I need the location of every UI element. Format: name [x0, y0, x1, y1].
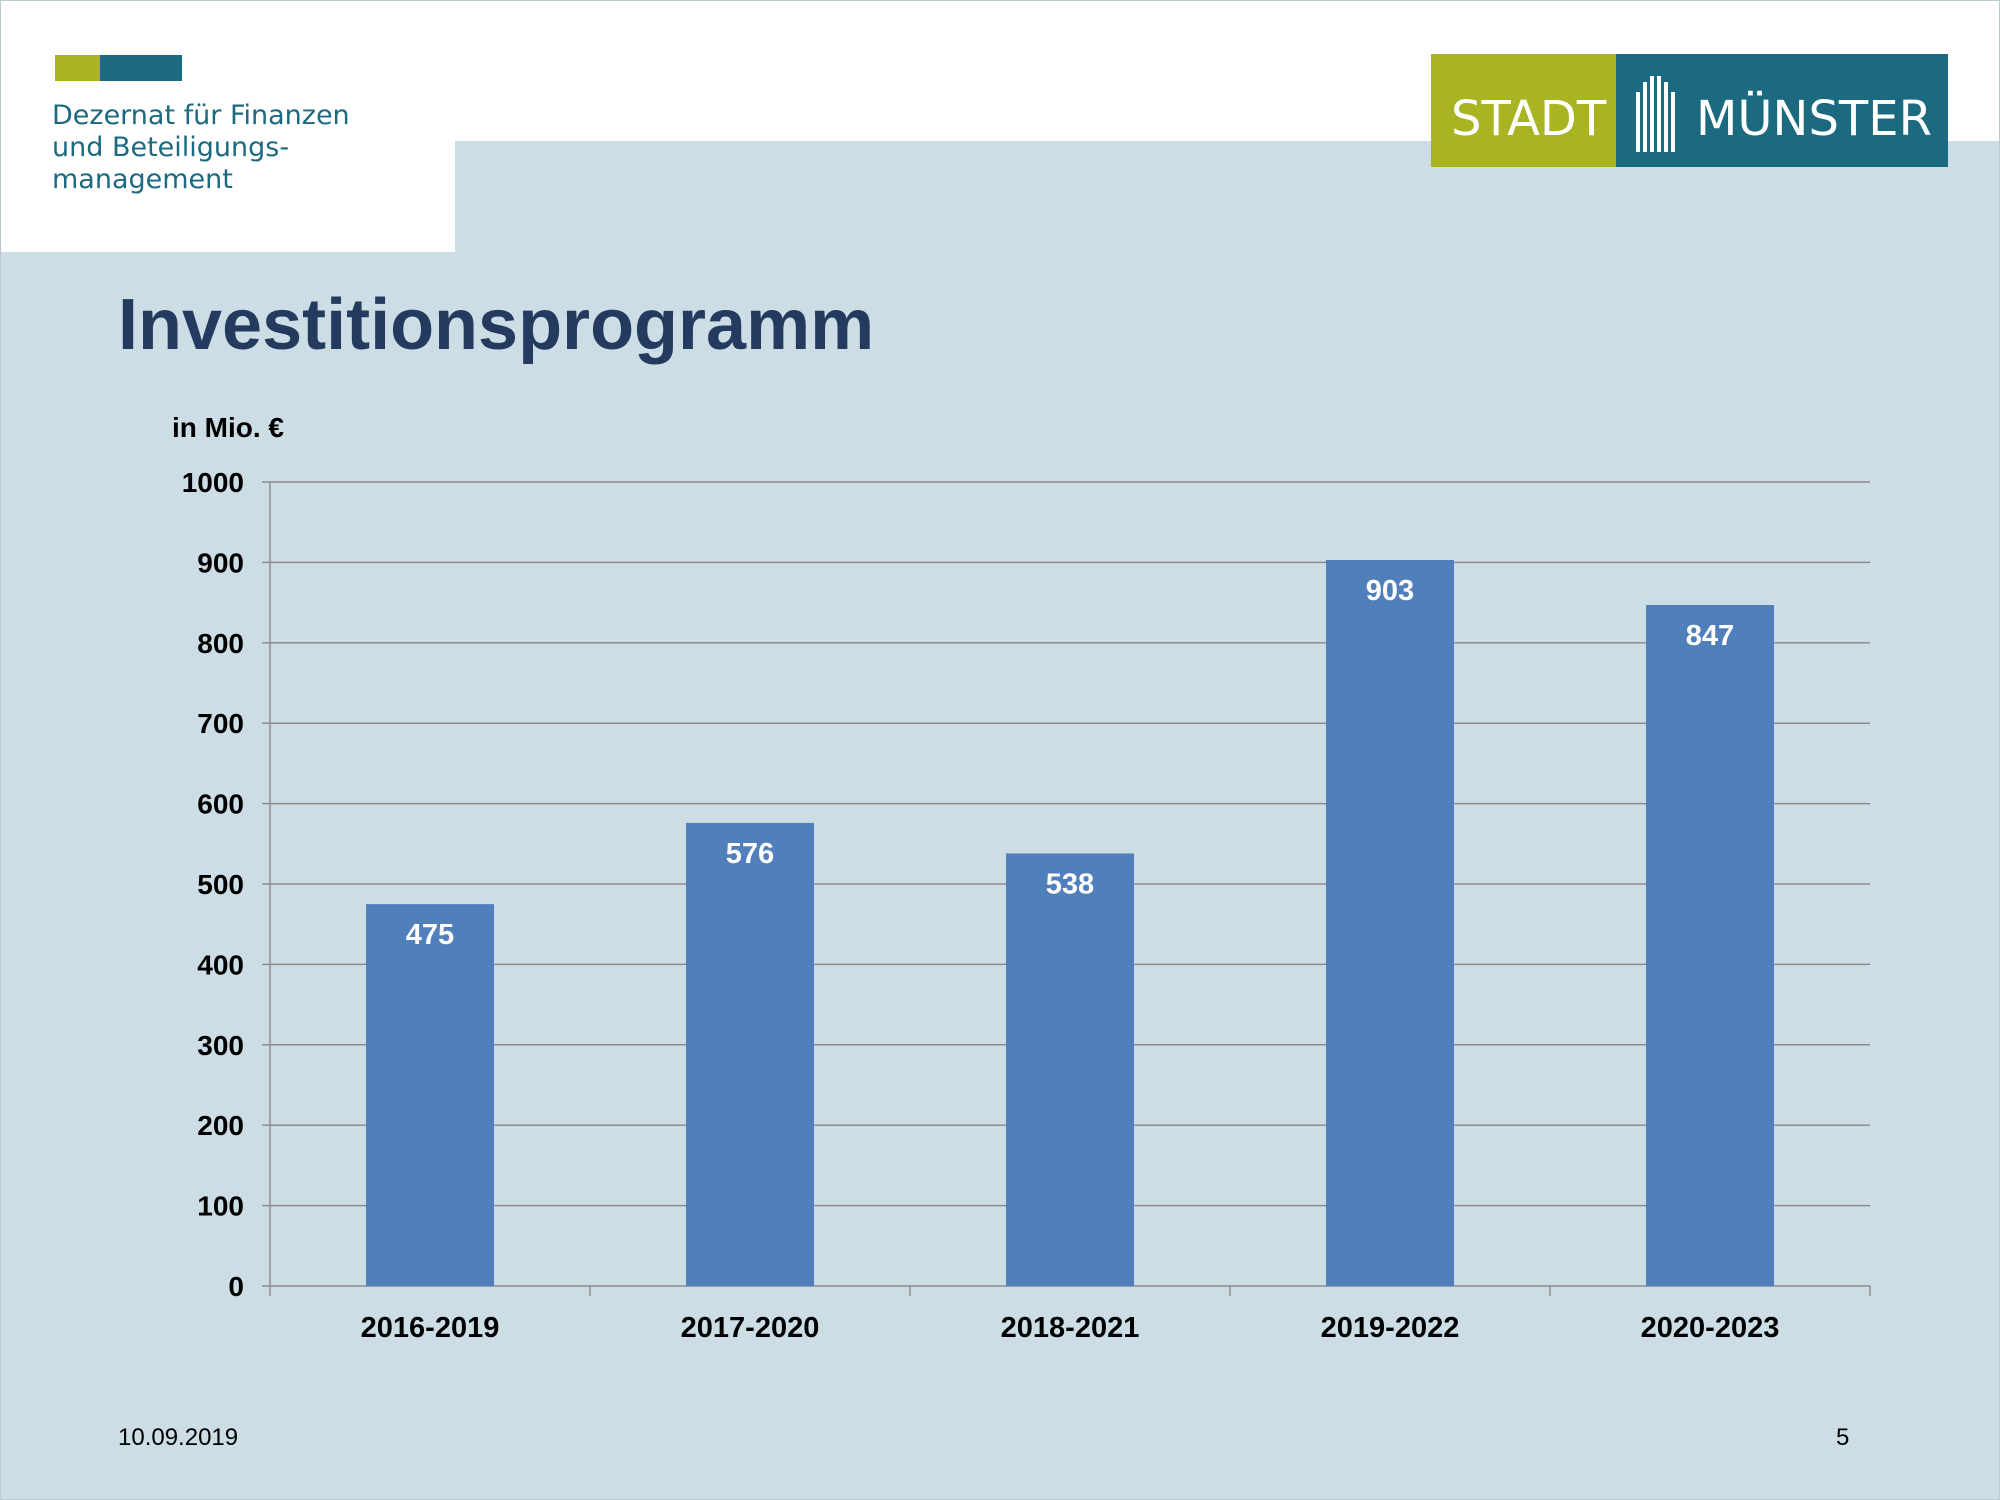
x-tick-label: 2019-2022: [1321, 1312, 1460, 1344]
data-label: 903: [1366, 575, 1414, 607]
y-tick-label: 200: [197, 1110, 244, 1141]
brand-stadt-text: STADT: [1451, 91, 1607, 147]
department-logo-bars: [55, 55, 182, 81]
department-line-1: Dezernat für Finanzen: [52, 100, 350, 131]
data-label: 576: [726, 838, 774, 870]
bar: [1646, 605, 1774, 1286]
y-tick-label: 700: [197, 708, 244, 739]
x-tick-label: 2016-2019: [361, 1312, 500, 1344]
y-tick-label: 100: [197, 1191, 244, 1222]
y-tick-label: 400: [197, 949, 244, 980]
page-number: 5: [1836, 1424, 1850, 1451]
logo-bar-green: [55, 55, 100, 81]
bar: [1006, 853, 1134, 1286]
stadt-muenster-logo: STADT MÜNSTER: [1431, 54, 1948, 167]
brand-muenster-text: MÜNSTER: [1696, 91, 1932, 147]
data-label: 475: [406, 919, 454, 951]
y-tick-label: 1000: [182, 467, 244, 498]
y-tick-label: 300: [197, 1030, 244, 1061]
slide-title: Investitionsprogramm: [118, 285, 875, 365]
data-label: 538: [1046, 868, 1094, 900]
bar: [686, 822, 814, 1286]
department-name: Dezernat für Finanzen und Beteiligungs- …: [52, 100, 442, 196]
data-label: 847: [1686, 620, 1734, 652]
x-tick-label: 2017-2020: [681, 1312, 820, 1344]
bar: [366, 904, 494, 1286]
x-tick-label: 2018-2021: [1001, 1312, 1140, 1344]
brand-left-block: STADT: [1431, 54, 1616, 167]
y-tick-label: 800: [197, 628, 244, 659]
y-tick-label: 0: [228, 1271, 244, 1302]
department-logo: Dezernat für Finanzen und Beteiligungs- …: [0, 0, 455, 252]
pillars-icon: [1636, 76, 1675, 152]
logo-bar-teal: [100, 55, 182, 81]
x-tick-label: 2020-2023: [1641, 1312, 1780, 1344]
department-line-2: und Beteiligungs-: [52, 132, 290, 163]
y-tick-label: 600: [197, 789, 244, 820]
slide-date: 10.09.2019: [118, 1424, 239, 1451]
department-line-3: management: [52, 164, 233, 195]
brand-right-block: MÜNSTER: [1616, 54, 1948, 167]
y-tick-label: 900: [197, 547, 244, 578]
bar: [1326, 559, 1454, 1286]
y-axis-unit-label: in Mio. €: [172, 412, 284, 443]
y-tick-label: 500: [197, 869, 244, 900]
